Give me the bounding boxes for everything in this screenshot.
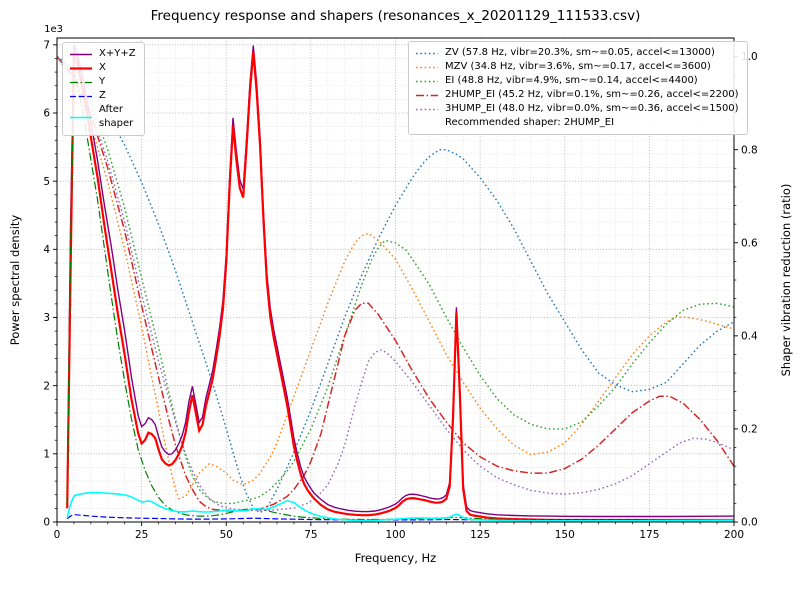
series-line-y <box>66 71 734 521</box>
legend-line-sample <box>416 66 438 68</box>
chart-title: Frequency response and shapers (resonanc… <box>150 8 641 24</box>
legend-item-y: Y <box>69 75 136 89</box>
legend-label-3hump-ei: 3HUMP_EI (48.0 Hz, vibr=0.0%, sm~=0.36, … <box>445 103 739 114</box>
legend-line-sample <box>416 80 438 82</box>
legend-line-sample <box>416 94 438 96</box>
legend-line-sample <box>70 116 92 118</box>
legend-label-zv: ZV (57.8 Hz, vibr=20.3%, sm~=0.05, accel… <box>445 47 715 58</box>
legend-line-sample <box>416 108 438 110</box>
legend-label-ei: EI (48.8 Hz, vibr=4.9%, sm~=0.14, accel<… <box>445 75 698 86</box>
x-tick-label: 50 <box>220 529 233 541</box>
y-axis-label-left: Power spectral density <box>8 214 22 346</box>
legend-label-mzv: MZV (34.8 Hz, vibr=3.6%, sm~=0.17, accel… <box>445 61 711 72</box>
y-axis-label-right: Shaper vibration reduction (ratio) <box>779 183 793 377</box>
y-left-tick-label: 4 <box>43 244 50 256</box>
legend-item-3hump-ei: 3HUMP_EI (48.0 Hz, vibr=0.0%, sm~=0.36, … <box>415 102 739 116</box>
series-line-3hump-ei <box>57 56 734 512</box>
y-left-tick-label: 1 <box>43 448 50 460</box>
y-left-tick-label: 7 <box>43 39 50 51</box>
recommended-shaper-note: Recommended shaper: 2HUMP_EI <box>445 117 615 128</box>
y-right-tick-label: 0.0 <box>741 517 758 529</box>
legend-item-x: X <box>69 61 136 75</box>
legend-line-sample <box>416 52 438 54</box>
y-right-tick-label: 0.8 <box>741 144 758 156</box>
series-line-x <box>66 51 734 522</box>
x-tick-label: 0 <box>54 529 61 541</box>
legend-item-2hump-ei: 2HUMP_EI (45.2 Hz, vibr=0.1%, sm~=0.26, … <box>415 88 739 102</box>
y-right-tick-label: 0.4 <box>741 330 758 342</box>
series-line-zv <box>57 56 734 514</box>
series-line-after-shaper <box>66 491 734 522</box>
y-right-tick-label: 0.2 <box>741 424 758 436</box>
legend-item-mzv: MZV (34.8 Hz, vibr=3.6%, sm~=0.17, accel… <box>415 60 739 74</box>
legend-label-after-shaper: After shaper <box>99 104 134 129</box>
legend-item-z: Z <box>69 89 136 103</box>
legend-label-x: X <box>99 62 106 73</box>
legend-label-2hump-ei: 2HUMP_EI (45.2 Hz, vibr=0.1%, sm~=0.26, … <box>445 89 739 100</box>
series-layer <box>57 44 734 522</box>
y-right-tick-label: 0.6 <box>741 237 758 249</box>
y-left-tick-label: 2 <box>43 380 50 392</box>
series-line-2hump-ei <box>57 56 734 512</box>
x-axis-label: Frequency, Hz <box>354 551 437 565</box>
tick-marks <box>53 44 738 526</box>
x-tick-label: 200 <box>724 529 744 541</box>
x-tick-label: 125 <box>470 529 490 541</box>
series-line-mzv <box>57 56 734 500</box>
x-tick-label: 100 <box>385 529 405 541</box>
x-tick-label: 175 <box>639 529 659 541</box>
tick-labels: 0 25 50 75 100 125 150 175 200 0 1 2 3 4 5 6 7 0.0 0.2 0.4 0… <box>43 24 758 541</box>
y-left-tick-label: 5 <box>43 176 50 188</box>
shaper-legend: ZV (57.8 Hz, vibr=20.3%, sm~=0.05, accel… <box>408 41 748 135</box>
legend-item-after-shaper: After shaper <box>69 103 136 131</box>
legend-line-sample <box>70 95 92 97</box>
y-left-tick-label: 3 <box>43 312 50 324</box>
legend-label-x-y-z: X+Y+Z <box>99 48 136 59</box>
legend-line-sample <box>70 81 92 83</box>
legend-item-x-y-z: X+Y+Z <box>69 47 136 61</box>
legend-label-z: Z <box>99 90 106 101</box>
legend-label-y: Y <box>99 76 106 87</box>
y-axis-offset-label: 1e3 <box>44 24 63 35</box>
legend-item-ei: EI (48.8 Hz, vibr=4.9%, sm~=0.14, accel<… <box>415 74 739 88</box>
x-tick-label: 150 <box>555 529 575 541</box>
legend-item-zv: ZV (57.8 Hz, vibr=20.3%, sm~=0.05, accel… <box>415 46 739 60</box>
shaper-legend-rows: ZV (57.8 Hz, vibr=20.3%, sm~=0.05, accel… <box>415 46 739 116</box>
x-tick-label: 75 <box>304 529 317 541</box>
y-left-tick-label: 0 <box>43 517 50 529</box>
legend-line-sample <box>70 66 92 70</box>
x-tick-label: 25 <box>135 529 148 541</box>
y-left-tick-label: 6 <box>43 108 50 120</box>
psd-legend: X+Y+Z X Y Z After shaper <box>62 42 145 136</box>
legend-line-sample <box>70 53 92 55</box>
